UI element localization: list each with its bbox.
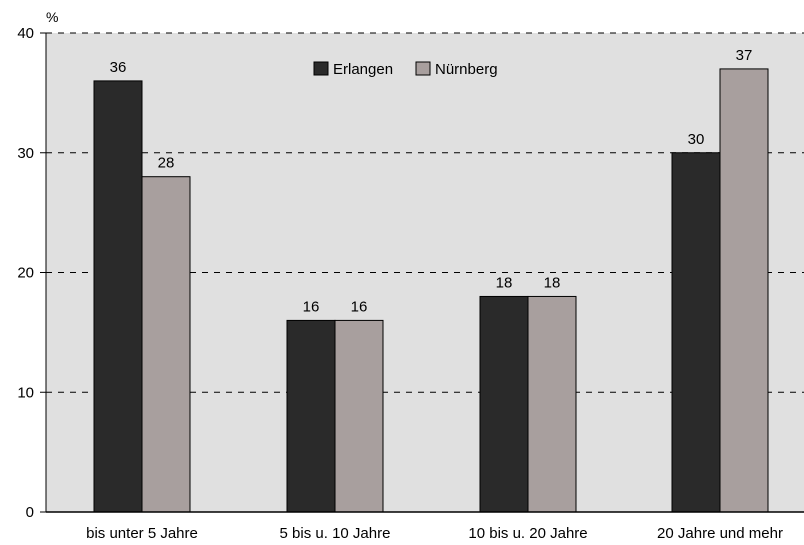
y-axis-label: % [46, 9, 58, 25]
bar [93, 80, 143, 513]
bar [719, 68, 769, 513]
bar [286, 319, 336, 513]
data-label: 16 [351, 298, 368, 315]
bar [479, 295, 529, 513]
bar [671, 152, 721, 513]
legend-swatch [415, 61, 431, 76]
data-label: 16 [303, 298, 320, 315]
legend-swatch [313, 61, 329, 76]
data-label: 18 [496, 274, 513, 291]
x-tick-label: 20 Jahre und mehr [657, 525, 783, 540]
data-label: 36 [110, 59, 127, 76]
x-tick-label: 5 bis u. 10 Jahre [280, 525, 391, 540]
y-tick-label: 10 [17, 384, 34, 401]
x-axis: bis unter 5 Jahre 5 bis u. 10 Jahre 10 bis… [46, 511, 804, 542]
bar [527, 295, 577, 513]
data-label: 18 [544, 274, 561, 291]
bar [141, 176, 191, 513]
y-tick-label: 20 [17, 265, 34, 282]
legend-label: Erlangen [333, 61, 393, 78]
y-axis: 0 10 20 30 40 [17, 25, 47, 521]
x-tick-label: 10 bis u. 20 Jahre [468, 525, 587, 540]
y-tick-label: 0 [26, 504, 34, 521]
data-label: 28 [158, 155, 175, 172]
legend: Erlangen Nürnberg [313, 61, 498, 78]
y-tick-label: 40 [17, 25, 34, 42]
data-label: 37 [736, 47, 753, 64]
legend-label: Nürnberg [435, 61, 498, 78]
data-label: 30 [688, 131, 705, 148]
bars: 36 28 16 16 18 18 30 37 [93, 47, 769, 513]
bar [334, 319, 384, 513]
y-tick-label: 30 [17, 145, 34, 162]
x-tick-label: bis unter 5 Jahre [86, 525, 198, 540]
